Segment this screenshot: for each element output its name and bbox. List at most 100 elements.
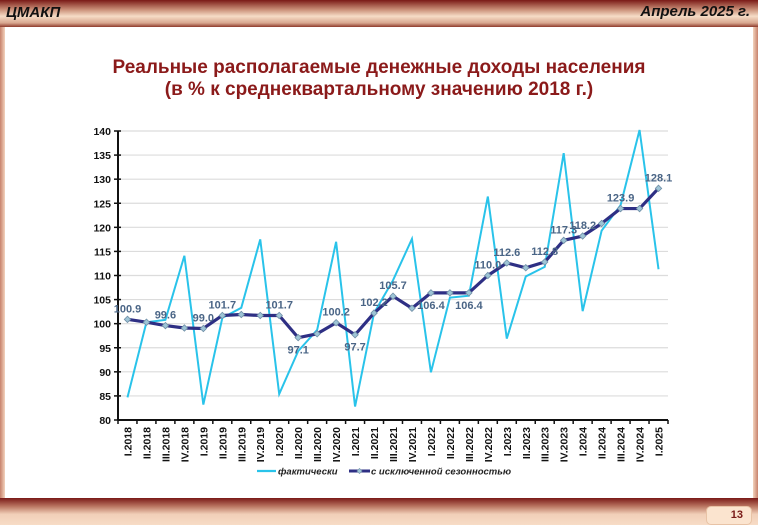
y-tick-label: 80 bbox=[99, 415, 111, 427]
y-tick-label: 130 bbox=[93, 174, 111, 186]
y-tick-label: 95 bbox=[99, 343, 111, 355]
page-number: 13 bbox=[730, 509, 743, 521]
sa-marker bbox=[199, 324, 208, 333]
sa-marker bbox=[275, 311, 283, 320]
legend-sa-marker bbox=[356, 467, 363, 475]
sa-marker bbox=[446, 289, 454, 297]
sa-marker bbox=[465, 289, 473, 297]
data-label: 128.1 bbox=[645, 172, 673, 184]
data-label: 112.6 bbox=[493, 247, 520, 259]
data-label: 100.2 bbox=[322, 307, 350, 319]
y-tick-label: 105 bbox=[93, 295, 111, 307]
y-tick-label: 135 bbox=[93, 150, 111, 162]
right-frame bbox=[753, 27, 758, 498]
sa-marker bbox=[578, 232, 587, 240]
data-label: 118.2 bbox=[569, 220, 596, 232]
y-tick-label: 85 bbox=[99, 391, 111, 403]
sa-marker bbox=[484, 271, 492, 280]
sa-marker bbox=[313, 330, 321, 338]
x-tick-label: III.2018 bbox=[160, 427, 172, 462]
y-tick-label: 110 bbox=[94, 271, 111, 283]
x-tick-label: II.2019 bbox=[217, 427, 229, 459]
data-label: 117.3 bbox=[550, 224, 577, 236]
sa-marker bbox=[540, 258, 549, 266]
sa-marker bbox=[616, 204, 625, 213]
left-frame bbox=[0, 27, 5, 498]
x-tick-label: II.2022 bbox=[445, 427, 457, 459]
sa-marker bbox=[559, 236, 568, 245]
data-label: 97.7 bbox=[344, 342, 365, 354]
x-tick-label: III.2019 bbox=[236, 427, 248, 462]
x-tick-label: IV.2023 bbox=[559, 427, 571, 462]
sa-marker bbox=[635, 204, 644, 213]
sa-marker bbox=[180, 324, 189, 332]
chart-title: Реальные располагаемые денежные доходы н… bbox=[112, 57, 646, 78]
y-tick-label: 140 bbox=[93, 126, 111, 138]
sa-marker bbox=[332, 318, 340, 327]
data-label: 101.7 bbox=[265, 299, 293, 311]
y-tick-label: 115 bbox=[94, 246, 111, 258]
data-label: 100.9 bbox=[114, 303, 142, 315]
data-label: 99.0 bbox=[193, 312, 214, 324]
sa-marker bbox=[503, 259, 511, 267]
x-tick-label: III.2023 bbox=[540, 427, 552, 462]
data-label: 110.0 bbox=[474, 260, 501, 272]
x-tick-label: IV.2018 bbox=[179, 427, 191, 462]
series-actual-line bbox=[126, 129, 660, 407]
sa-marker bbox=[218, 311, 227, 320]
x-tick-label: II.2021 bbox=[369, 427, 381, 459]
x-tick-label: IV.2021 bbox=[407, 427, 419, 462]
y-tick-label: 90 bbox=[99, 367, 111, 379]
sa-marker bbox=[427, 289, 435, 297]
data-label: 99.6 bbox=[155, 310, 176, 322]
chart-subtitle: (в % к среднеквартальному значению 2018 … bbox=[164, 79, 594, 100]
x-tick-label: II.2023 bbox=[521, 427, 533, 459]
x-tick-label: IV.2019 bbox=[255, 427, 267, 462]
footer-bar bbox=[0, 498, 758, 525]
data-label: 97.1 bbox=[287, 345, 308, 357]
x-tick-label: I.2019 bbox=[198, 427, 210, 456]
x-tick-label: III.2020 bbox=[312, 427, 324, 462]
y-tick-label: 125 bbox=[93, 198, 111, 210]
sa-marker bbox=[654, 184, 663, 193]
sa-marker bbox=[521, 264, 530, 272]
x-tick-label: III.2021 bbox=[388, 427, 400, 462]
sa-marker bbox=[161, 321, 170, 330]
data-label: 101.7 bbox=[209, 299, 237, 311]
x-tick-label: I.2021 bbox=[350, 427, 362, 456]
x-tick-label: I.2022 bbox=[426, 427, 438, 456]
y-tick-label: 100 bbox=[93, 319, 111, 331]
sa-marker bbox=[142, 318, 151, 326]
x-tick-label: I.2020 bbox=[274, 427, 286, 456]
legend-actual-label: фактически bbox=[278, 467, 338, 478]
x-tick-label: III.2024 bbox=[616, 427, 628, 462]
sa-marker bbox=[408, 304, 416, 313]
page-number-box: 13 bbox=[706, 506, 752, 525]
x-tick-label: II.2020 bbox=[293, 427, 305, 459]
x-tick-label: IV.2020 bbox=[331, 427, 343, 462]
sa-marker bbox=[256, 311, 265, 320]
data-label: 106.4 bbox=[455, 300, 483, 312]
data-label: 105.7 bbox=[379, 280, 407, 292]
x-tick-label: I.2018 bbox=[122, 427, 134, 456]
y-tick-label: 120 bbox=[93, 222, 111, 234]
legend-sa-label: с исключенной сезонностью bbox=[371, 467, 511, 478]
sa-marker bbox=[294, 333, 302, 342]
x-tick-label: I.2023 bbox=[502, 427, 514, 456]
data-label: 106.4 bbox=[417, 300, 445, 312]
x-tick-label: IV.2024 bbox=[635, 427, 647, 462]
data-label: 102.2 bbox=[360, 297, 388, 309]
sa-marker bbox=[370, 309, 378, 317]
org-name: ЦМАКП bbox=[6, 4, 61, 21]
x-tick-label: IV.2022 bbox=[483, 427, 495, 462]
sa-marker bbox=[597, 219, 606, 228]
header-bar: ЦМАКП Апрель 2025 г. bbox=[0, 0, 758, 27]
sa-marker bbox=[389, 292, 397, 300]
sa-marker bbox=[237, 310, 246, 319]
x-tick-label: III.2022 bbox=[464, 427, 476, 462]
x-tick-label: I.2025 bbox=[654, 427, 666, 456]
data-label: 123.9 bbox=[607, 193, 635, 205]
x-tick-label: II.2024 bbox=[597, 427, 609, 459]
sa-marker bbox=[351, 330, 359, 339]
